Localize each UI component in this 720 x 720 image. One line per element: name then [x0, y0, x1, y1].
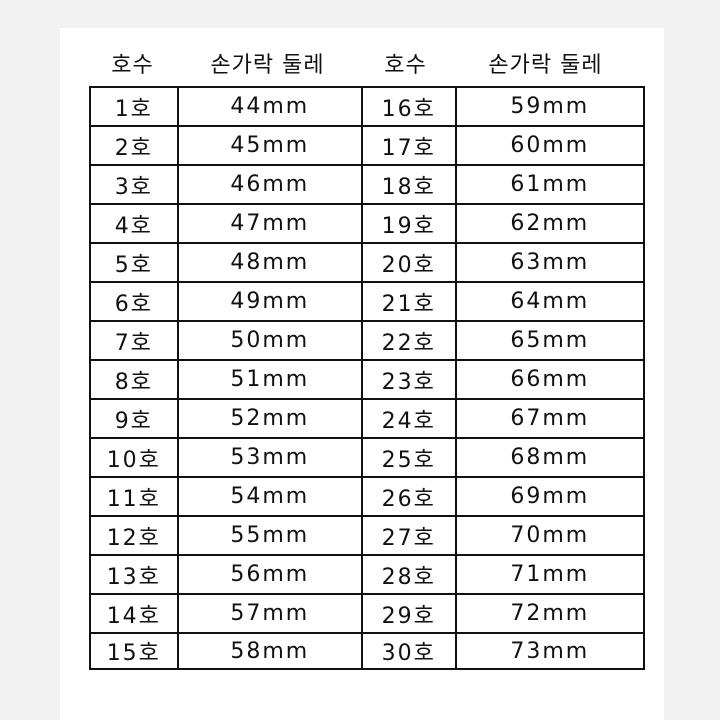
table-row: 12호 55mm 27호 70mm [89, 515, 646, 556]
header-ring-size: 호수 [111, 53, 154, 78]
ring-size-cell: 18호 [360, 164, 457, 205]
circumference-cell: 45mm [176, 125, 363, 166]
table-row: 5호 48mm 20호 63mm [89, 242, 646, 283]
ring-size-cell: 16호 [360, 86, 457, 127]
ring-size-cell: 30호 [360, 632, 457, 670]
ring-size-cell: 15호 [89, 632, 179, 670]
table-row: 2호 45mm 17호 60mm [89, 125, 646, 166]
circumference-cell: 73mm [454, 632, 646, 670]
ring-size-table: 1호 44mm 16호 59mm 2호 45mm 17호 60mm 3호 46mm 18호 61mm 4… [89, 86, 646, 670]
ring-size-cell: 5호 [89, 242, 179, 283]
ring-size-cell: 1호 [89, 86, 179, 127]
circumference-cell: 70mm [454, 515, 646, 556]
header-finger-circumference: 손가락 둘레 [488, 53, 603, 78]
table-row: 11호 54mm 26호 69mm [89, 476, 646, 517]
table-row: 9호 52mm 24호 67mm [89, 398, 646, 439]
ring-size-cell: 14호 [89, 593, 179, 634]
circumference-cell: 50mm [176, 320, 363, 361]
circumference-cell: 59mm [454, 86, 646, 127]
ring-size-cell: 8호 [89, 359, 179, 400]
circumference-cell: 55mm [176, 515, 363, 556]
ring-size-cell: 2호 [89, 125, 179, 166]
circumference-cell: 60mm [454, 125, 646, 166]
circumference-cell: 69mm [454, 476, 646, 517]
circumference-cell: 67mm [454, 398, 646, 439]
table-row: 7호 50mm 22호 65mm [89, 320, 646, 361]
ring-size-cell: 9호 [89, 398, 179, 439]
circumference-cell: 61mm [454, 164, 646, 205]
circumference-cell: 56mm [176, 554, 363, 595]
ring-size-cell: 13호 [89, 554, 179, 595]
circumference-cell: 71mm [454, 554, 646, 595]
header-ring-size: 호수 [384, 53, 427, 78]
circumference-cell: 53mm [176, 437, 363, 478]
ring-size-cell: 7호 [89, 320, 179, 361]
ring-size-cell: 27호 [360, 515, 457, 556]
ring-size-cell: 29호 [360, 593, 457, 634]
ring-size-cell: 10호 [89, 437, 179, 478]
circumference-cell: 62mm [454, 203, 646, 244]
circumference-cell: 66mm [454, 359, 646, 400]
circumference-cell: 49mm [176, 281, 363, 322]
circumference-cell: 72mm [454, 593, 646, 634]
circumference-cell: 65mm [454, 320, 646, 361]
circumference-cell: 48mm [176, 242, 363, 283]
ring-size-cell: 28호 [360, 554, 457, 595]
ring-size-cell: 23호 [360, 359, 457, 400]
circumference-cell: 52mm [176, 398, 363, 439]
ring-size-cell: 22호 [360, 320, 457, 361]
circumference-cell: 51mm [176, 359, 363, 400]
ring-size-cell: 25호 [360, 437, 457, 478]
table-row: 8호 51mm 23호 66mm [89, 359, 646, 400]
table-row: 3호 46mm 18호 61mm [89, 164, 646, 205]
ring-size-cell: 3호 [89, 164, 179, 205]
circumference-cell: 44mm [176, 86, 363, 127]
circumference-cell: 63mm [454, 242, 646, 283]
table-row: 10호 53mm 25호 68mm [89, 437, 646, 478]
circumference-cell: 64mm [454, 281, 646, 322]
table-row: 4호 47mm 19호 62mm [89, 203, 646, 244]
ring-size-cell: 4호 [89, 203, 179, 244]
ring-size-cell: 19호 [360, 203, 457, 244]
circumference-cell: 58mm [176, 632, 363, 670]
circumference-cell: 46mm [176, 164, 363, 205]
ring-size-cell: 17호 [360, 125, 457, 166]
header-finger-circumference: 손가락 둘레 [210, 53, 325, 78]
table-row: 6호 49mm 21호 64mm [89, 281, 646, 322]
ring-size-cell: 21호 [360, 281, 457, 322]
circumference-cell: 54mm [176, 476, 363, 517]
ring-size-cell: 11호 [89, 476, 179, 517]
table-body: 1호 44mm 16호 59mm 2호 45mm 17호 60mm 3호 46mm 18호 61mm 4… [89, 86, 646, 670]
ring-size-cell: 26호 [360, 476, 457, 517]
table-row: 15호 58mm 30호 73mm [89, 632, 646, 670]
ring-size-cell: 12호 [89, 515, 179, 556]
table-row: 13호 56mm 28호 71mm [89, 554, 646, 595]
ring-size-cell: 20호 [360, 242, 457, 283]
ring-size-cell: 6호 [89, 281, 179, 322]
circumference-cell: 47mm [176, 203, 363, 244]
table-header: 호수 손가락 둘레 호수 손가락 둘레 [89, 46, 645, 86]
circumference-cell: 68mm [454, 437, 646, 478]
table-row: 14호 57mm 29호 72mm [89, 593, 646, 634]
ring-size-cell: 24호 [360, 398, 457, 439]
table-row: 1호 44mm 16호 59mm [89, 86, 646, 127]
circumference-cell: 57mm [176, 593, 363, 634]
